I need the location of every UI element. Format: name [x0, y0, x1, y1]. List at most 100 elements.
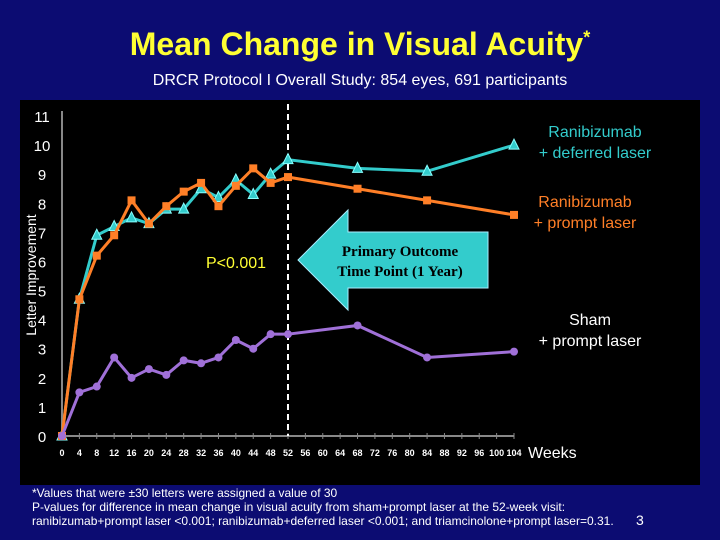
data-point-circle — [214, 353, 223, 362]
series-label: Sham — [569, 312, 611, 329]
data-point-square — [284, 173, 292, 182]
data-point-circle — [162, 370, 171, 379]
x-tick-label: 80 — [405, 448, 415, 458]
chart-panel — [20, 100, 700, 485]
x-tick-label: 64 — [335, 448, 345, 458]
data-point-square — [75, 295, 84, 304]
data-point-triangle — [125, 210, 138, 223]
data-point-triangle — [508, 137, 520, 150]
slide-title: Mean Change in Visual Acuity* — [0, 26, 720, 63]
x-tick-label: 44 — [248, 448, 258, 458]
data-point-triangle — [421, 164, 433, 176]
y-tick-label: 0 — [38, 429, 46, 446]
data-point-square — [353, 184, 362, 193]
series-label: Ranibizumab — [548, 124, 641, 141]
data-point-circle — [179, 356, 188, 365]
series-label: + deferred laser — [539, 145, 652, 162]
primary-outcome-label: Primary Outcome — [342, 244, 459, 260]
data-point-square — [92, 251, 101, 260]
data-point-circle — [127, 373, 136, 382]
x-tick-label: 96 — [474, 448, 484, 458]
x-tick-label: 88 — [439, 448, 449, 458]
data-point-square — [197, 178, 206, 187]
x-tick-label: 40 — [231, 448, 241, 458]
x-tick-label: 68 — [353, 448, 363, 458]
title-text: Mean Change in Visual Acuity — [129, 26, 584, 62]
data-point-circle — [266, 330, 275, 339]
y-tick-label: 3 — [38, 342, 46, 359]
y-tick-label: 11 — [34, 109, 50, 126]
slide-subtitle: DRCR Protocol I Overall Study: 854 eyes,… — [152, 72, 568, 89]
p-value-label: P<0.001 — [206, 255, 266, 272]
x-tick-label: 92 — [457, 448, 467, 458]
y-tick-label: 10 — [34, 138, 51, 155]
series-label: + prompt laser — [539, 333, 642, 350]
x-tick-label: 56 — [300, 448, 310, 458]
data-point-circle — [510, 347, 518, 356]
x-axis-label: Weeks — [528, 445, 577, 462]
x-tick-label: 4 — [77, 448, 82, 458]
x-tick-label: 72 — [370, 448, 380, 458]
x-tick-label: 24 — [161, 448, 171, 458]
x-tick-label: 8 — [94, 448, 99, 458]
y-axis-label: Letter Improvement — [23, 214, 39, 335]
data-point-square — [127, 196, 136, 205]
data-point-circle — [144, 365, 153, 374]
data-point-triangle — [212, 190, 225, 202]
data-point-square — [423, 196, 432, 205]
x-tick-label: 16 — [127, 448, 137, 458]
data-point-square — [266, 178, 275, 187]
x-tick-label: 100 — [489, 448, 504, 458]
footnote-1: *Values that were ±30 letters were assig… — [32, 486, 338, 500]
page-number: 3 — [636, 512, 644, 528]
x-tick-label: 12 — [109, 448, 119, 458]
data-point-square — [510, 210, 518, 219]
y-tick-label: 5 — [38, 284, 46, 301]
footnote-3: ranibizumab+prompt laser <0.001; ranibiz… — [32, 514, 614, 528]
x-tick-label: 84 — [422, 448, 432, 458]
x-tick-label: 48 — [266, 448, 276, 458]
y-tick-label: 7 — [38, 225, 46, 242]
data-point-circle — [284, 330, 292, 339]
data-point-triangle — [177, 201, 190, 214]
x-tick-label: 76 — [387, 448, 397, 458]
data-point-square — [249, 164, 258, 173]
footnote-2: P-values for difference in mean change i… — [32, 500, 566, 514]
data-point-circle — [58, 432, 66, 440]
series-label: + prompt laser — [534, 215, 637, 232]
y-tick-label: 8 — [38, 196, 46, 213]
x-tick-label: 0 — [59, 448, 64, 458]
data-point-circle — [353, 321, 362, 330]
data-point-square — [231, 181, 240, 190]
series-label: Ranibizumab — [538, 194, 631, 211]
primary-outcome-arrow — [297, 208, 489, 312]
data-point-square — [214, 202, 223, 211]
y-tick-label: 9 — [38, 167, 46, 184]
primary-outcome-label: Time Point (1 Year) — [337, 264, 462, 280]
x-tick-label: 28 — [179, 448, 189, 458]
data-point-triangle — [247, 187, 260, 200]
data-point-circle — [110, 353, 119, 362]
data-point-square — [162, 202, 171, 211]
data-point-triangle — [90, 228, 103, 240]
x-tick-label: 104 — [506, 448, 521, 458]
data-point-triangle — [282, 152, 294, 165]
x-tick-label: 32 — [196, 448, 206, 458]
data-point-circle — [231, 336, 240, 344]
x-tick-label: 60 — [318, 448, 328, 458]
data-point-circle — [75, 388, 84, 397]
data-point-square — [110, 231, 119, 240]
data-point-circle — [423, 353, 432, 362]
data-point-triangle — [264, 167, 277, 179]
y-tick-label: 4 — [38, 313, 46, 330]
y-tick-label: 1 — [38, 400, 46, 417]
x-tick-label: 52 — [283, 448, 293, 458]
x-tick-label: 36 — [213, 448, 223, 458]
y-tick-label: 6 — [38, 254, 46, 271]
x-tick-label: 20 — [144, 448, 154, 458]
data-point-circle — [197, 359, 206, 368]
title-mark: * — [583, 27, 591, 48]
data-point-square — [179, 187, 188, 196]
data-point-square — [144, 219, 153, 228]
